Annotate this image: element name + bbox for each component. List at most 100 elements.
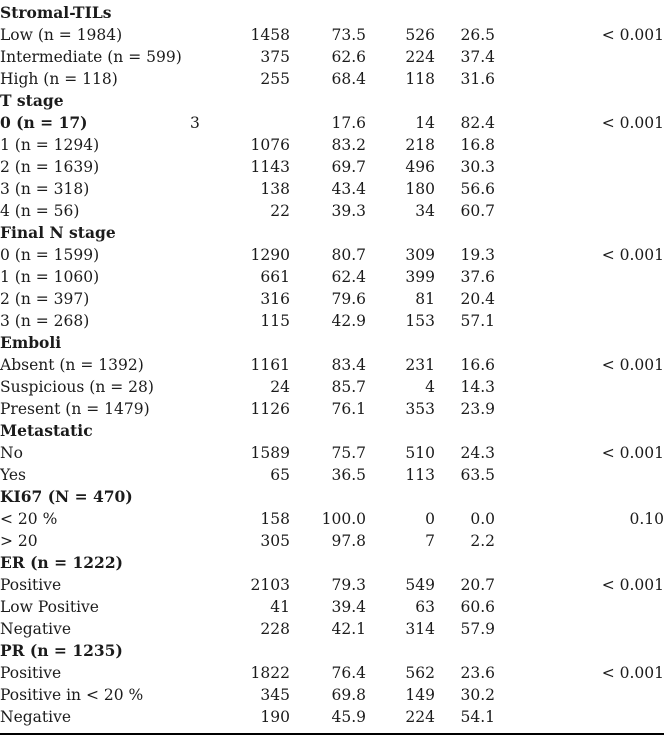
- count-group1: 661: [260, 268, 290, 286]
- count-group1: 1589: [250, 444, 290, 462]
- table-row: Negative 190 45.9 224 54.1: [0, 706, 664, 728]
- count-group2: 399: [405, 268, 435, 286]
- percent-group1: 39.4: [331, 598, 366, 616]
- count-group2: [366, 486, 435, 508]
- p-value: [495, 46, 664, 68]
- percent-group1: 42.1: [331, 620, 366, 638]
- p-value: [495, 90, 664, 112]
- table-row: 1 (n = 1060) 661 62.4 399 37.6: [0, 266, 664, 288]
- percent-group1: [290, 552, 366, 574]
- count-group2: 224: [405, 48, 435, 66]
- count-group2: 14: [415, 114, 435, 132]
- percent-group1: 76.4: [331, 664, 366, 682]
- percent-group2: 24.3: [460, 444, 495, 462]
- row-label: Suspicious (n = 28): [0, 378, 154, 396]
- p-value: [495, 332, 664, 354]
- count-group1: 305: [260, 532, 290, 550]
- percent-group1: 43.4: [331, 180, 366, 198]
- section-header-row: Final N stage: [0, 222, 664, 244]
- percent-group2: 60.7: [460, 202, 495, 220]
- count-group1: 138: [260, 180, 290, 198]
- percent-group2: [435, 640, 495, 662]
- count-group1: 1161: [250, 356, 290, 374]
- percent-group1: 39.3: [331, 202, 366, 220]
- count-group2: 231: [405, 356, 435, 374]
- percent-group2: [435, 90, 495, 112]
- table-row: 0 (n = 1599) 1290 80.7 309 19.3 < 0.001: [0, 244, 664, 266]
- percent-group2: 26.5: [460, 26, 495, 44]
- percent-group2: 16.6: [460, 356, 495, 374]
- percent-group1: 83.4: [331, 356, 366, 374]
- count-group2: 218: [405, 136, 435, 154]
- p-value: 0.10: [629, 510, 664, 528]
- row-label: 2 (n = 397): [0, 290, 90, 308]
- row-label: Negative: [0, 620, 72, 638]
- table-row: Yes 65 36.5 113 63.5: [0, 464, 664, 486]
- count-group2: [366, 420, 435, 442]
- count-group2: 224: [405, 708, 435, 726]
- count-group2: [366, 640, 435, 662]
- p-value: [495, 68, 664, 90]
- table-row: 4 (n = 56) 22 39.3 34 60.7: [0, 200, 664, 222]
- count-group2: 314: [405, 620, 435, 638]
- p-value: [495, 464, 664, 486]
- count-group1: 345: [260, 686, 290, 704]
- percent-group1: 68.4: [331, 70, 366, 88]
- p-value: [495, 706, 664, 728]
- p-value: [495, 530, 664, 552]
- count-group1: [190, 90, 290, 112]
- percent-group1: 17.6: [331, 114, 366, 132]
- table-row: Positive 1822 76.4 562 23.6 < 0.001: [0, 662, 664, 684]
- percent-group1: 97.8: [331, 532, 366, 550]
- percent-group1: [290, 222, 366, 244]
- table-row: 1 (n = 1294) 1076 83.2 218 16.8: [0, 134, 664, 156]
- percent-group1: 85.7: [331, 378, 366, 396]
- section-header-row: Emboli: [0, 332, 664, 354]
- p-value: < 0.001: [601, 26, 664, 44]
- count-group1: 1143: [250, 158, 290, 176]
- count-group2: 0: [425, 510, 435, 528]
- count-group2: 149: [405, 686, 435, 704]
- row-label: 0 (n = 1599): [0, 246, 100, 264]
- count-group1: [190, 222, 290, 244]
- p-value: [495, 640, 664, 662]
- section-header-row: ER (n = 1222): [0, 552, 664, 574]
- count-group1: 1290: [250, 246, 290, 264]
- p-value: < 0.001: [601, 444, 664, 462]
- p-value: < 0.001: [601, 356, 664, 374]
- table-row: High (n = 118) 255 68.4 118 31.6: [0, 68, 664, 90]
- count-group2: 549: [405, 576, 435, 594]
- count-group2: 526: [405, 26, 435, 44]
- row-label: ER (n = 1222): [0, 553, 123, 572]
- row-label: 3 (n = 318): [0, 180, 90, 198]
- percent-group1: 36.5: [331, 466, 366, 484]
- percent-group2: 37.4: [460, 48, 495, 66]
- row-label: Positive: [0, 664, 62, 682]
- percent-group1: 83.2: [331, 136, 366, 154]
- percent-group2: 0.0: [470, 510, 495, 528]
- percent-group1: [290, 640, 366, 662]
- characteristics-table: Stromal-TILs Low (n = 1984) 1458 73.5 526 26.…: [0, 2, 664, 728]
- table-row: Positive 2103 79.3 549 20.7 < 0.001: [0, 574, 664, 596]
- percent-group1: 62.4: [331, 268, 366, 286]
- percent-group2: [435, 222, 495, 244]
- count-group1: 190: [260, 708, 290, 726]
- table-row: Absent (n = 1392) 1161 83.4 231 16.6 < 0.001: [0, 354, 664, 376]
- table-row: 0 (n = 17) 3 17.6 14 82.4 < 0.001: [0, 112, 664, 134]
- percent-group1: [290, 90, 366, 112]
- count-group1: [190, 332, 290, 354]
- count-group1: 22: [270, 202, 290, 220]
- p-value: [495, 178, 664, 200]
- row-label: KI67 (N = 470): [0, 487, 133, 506]
- count-group2: 510: [405, 444, 435, 462]
- percent-group1: [290, 2, 366, 24]
- section-header-row: Stromal-TILs: [0, 2, 664, 24]
- percent-group2: 14.3: [460, 378, 495, 396]
- percent-group2: 54.1: [460, 708, 495, 726]
- count-group1: [190, 552, 290, 574]
- percent-group2: 57.1: [460, 312, 495, 330]
- p-value: [495, 266, 664, 288]
- row-label: < 20 %: [0, 510, 58, 528]
- count-group2: 81: [415, 290, 435, 308]
